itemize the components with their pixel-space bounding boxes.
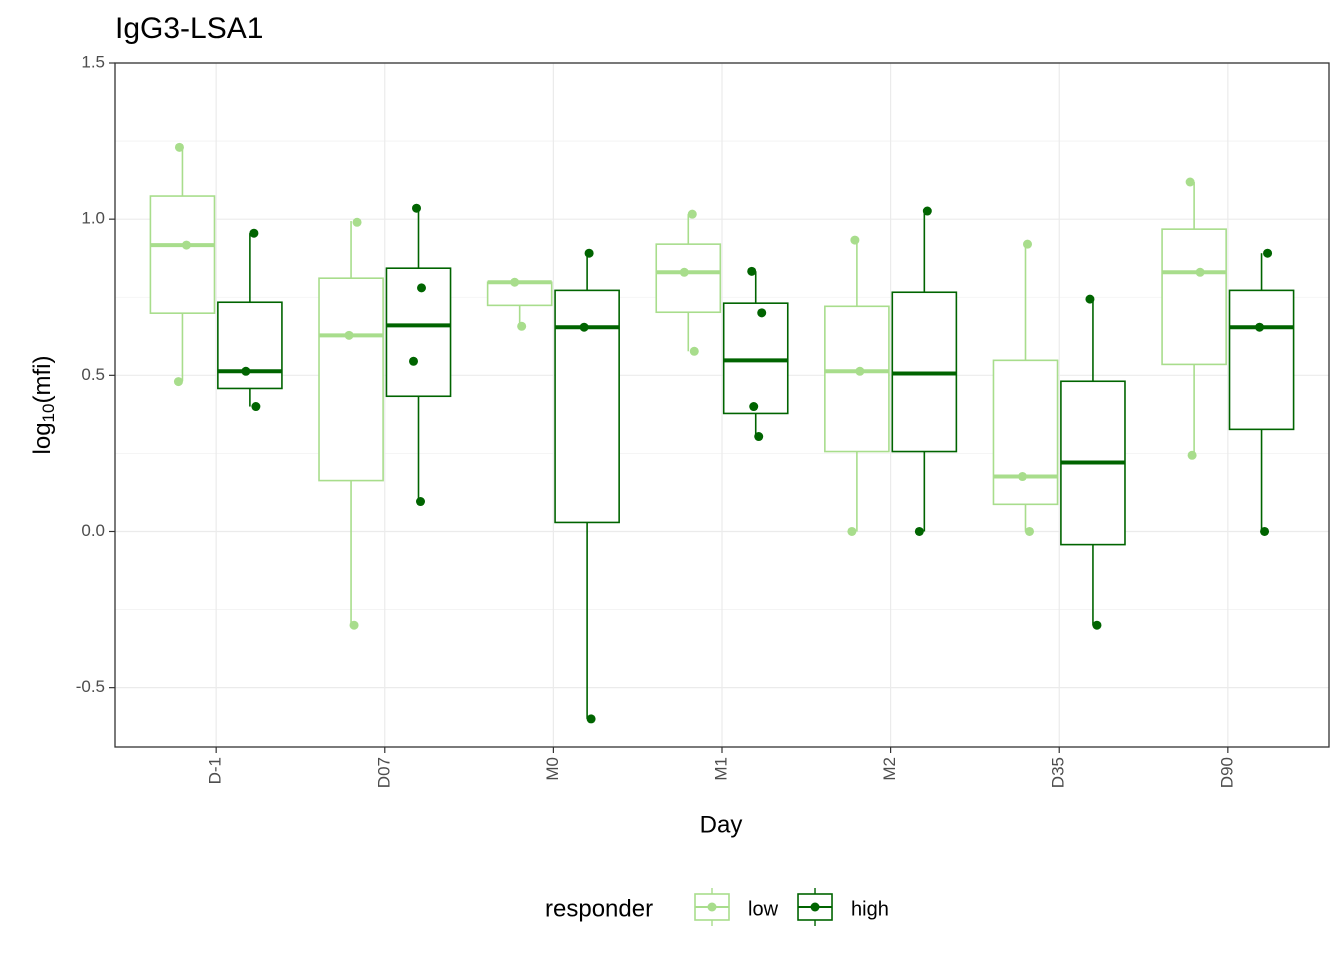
x-tick-label: D-1 [206,757,225,784]
box [1161,228,1227,366]
point [417,283,426,293]
point [1092,620,1102,630]
point [747,266,757,276]
point [344,330,354,340]
point [174,142,184,152]
point [251,402,261,412]
point [1023,239,1032,249]
legend-key-point [707,902,717,912]
x-tick-label: D07 [374,757,393,788]
box [824,305,890,453]
legend: responder low high [545,888,889,926]
point [416,497,425,507]
point [349,620,359,630]
x-tick-label: D90 [1217,757,1236,788]
point [1018,472,1027,482]
y-tick-label: 0.0 [81,521,105,540]
point [517,321,527,331]
x-tick-label: D35 [1049,757,1068,788]
point [850,235,860,245]
box [486,281,553,307]
point [584,248,594,258]
x-tick-label: M0 [543,757,562,781]
point [181,240,191,250]
box [1228,289,1295,431]
marks [149,142,1295,724]
y-axis-label: log10(mfi) [29,356,58,455]
box [722,302,789,415]
box [992,359,1059,506]
grid [115,62,1329,747]
point [1263,248,1273,258]
point [1085,294,1095,304]
point [510,277,520,287]
point [1260,526,1270,536]
box [149,195,216,314]
chart-title: IgG3-LSA1 [115,12,263,45]
legend-label: high [851,898,889,920]
point [749,402,759,412]
point [241,366,251,376]
point [1187,450,1197,460]
y-label-subscript: 10 [39,404,58,423]
point [1185,177,1195,187]
point [1195,267,1205,277]
x-axis-label: Day [700,811,743,838]
point [679,267,689,277]
legend-title: responder [545,895,653,922]
y-tick-label: 0.5 [81,365,105,384]
point [579,322,589,332]
y-label-base: log [29,422,56,454]
y-tick-label: 1.5 [81,52,105,71]
point [412,203,421,213]
y-label-argument: (mfi) [29,356,56,404]
axes: -0.5 0.0 0.5 1.0 1.5 D-1 D07 M0 M1 M2 D35 D90 [76,52,1237,788]
point [687,209,697,219]
y-tick-label: -0.5 [76,677,105,696]
point [1025,526,1034,536]
point [249,228,259,238]
point [922,206,932,216]
x-tick-label: M1 [711,757,730,781]
point [409,356,418,366]
point [754,432,764,442]
point [352,217,362,227]
point [173,377,183,387]
legend-key-point [810,902,820,912]
point [586,714,596,724]
x-tick-label: M2 [880,757,899,781]
point [689,346,699,356]
box [318,277,384,482]
point [914,526,924,536]
y-tick-label: 1.0 [81,209,105,228]
point [757,308,767,318]
box [655,243,722,314]
point [847,526,857,536]
box [217,301,283,390]
point [855,366,865,376]
legend-label: low [748,898,779,920]
point [1255,322,1265,332]
